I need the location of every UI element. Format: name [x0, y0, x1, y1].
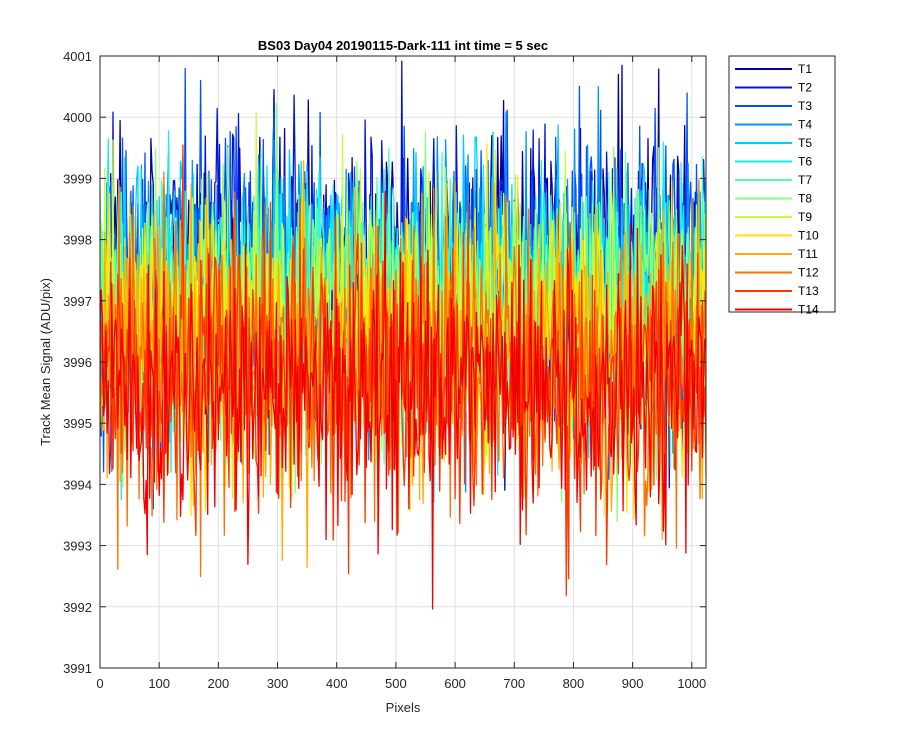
legend-label-t8: T8 — [798, 192, 812, 206]
y-tick-label: 3996 — [63, 355, 92, 370]
x-ticks: 0 100 200 300 400 500 600 700 800 900 1000 — [96, 56, 706, 691]
chart-title: BS03 Day04 20190115-Dark-111 int time = … — [258, 38, 548, 53]
legend-label-t14: T14 — [798, 303, 819, 317]
legend-label-t3: T3 — [798, 99, 812, 113]
legend-label-t1: T1 — [798, 62, 812, 76]
legend-label-t2: T2 — [798, 81, 812, 95]
y-tick-label: 4000 — [63, 110, 92, 125]
y-tick-label: 3998 — [63, 233, 92, 248]
x-tick-label: 500 — [385, 676, 407, 691]
series-line-t14 — [100, 190, 706, 610]
legend-label-t13: T13 — [798, 284, 819, 298]
x-tick-label: 400 — [326, 676, 348, 691]
legend-box — [728, 55, 836, 313]
series-lines — [100, 60, 706, 610]
axes: 0 100 200 300 400 500 600 700 800 900 1000 3991399… — [38, 38, 707, 715]
x-tick-label: 800 — [563, 676, 585, 691]
y-tick-label: 3993 — [63, 539, 92, 554]
x-axis-label: Pixels — [386, 700, 421, 715]
x-tick-label: 100 — [148, 676, 170, 691]
x-tick-label: 600 — [444, 676, 466, 691]
legend-label-t12: T12 — [798, 266, 819, 280]
y-tick-label: 4001 — [63, 49, 92, 64]
y-tick-label: 3995 — [63, 416, 92, 431]
y-ticks: 3991 3992 3993 3994 3995 3996 3997 3998 3999 4000… — [63, 49, 706, 676]
legend-label-t11: T11 — [798, 247, 818, 261]
y-tick-label: 3994 — [63, 477, 92, 492]
x-tick-label: 300 — [267, 676, 289, 691]
x-tick-label: 900 — [622, 676, 644, 691]
legend-items: T1 T2 T3 T4 T5 T6 T7 T8 T9 T10 T11 T12 T13 T14 — [735, 62, 819, 317]
y-tick-label: 3991 — [63, 661, 92, 676]
x-tick-label: 200 — [208, 676, 230, 691]
series-line-t13 — [100, 144, 706, 597]
x-tick-label: 700 — [503, 676, 525, 691]
legend-label-t7: T7 — [798, 173, 812, 187]
legend-label-t10: T10 — [798, 229, 819, 243]
legend-label-t5: T5 — [798, 136, 812, 150]
y-tick-label: 3999 — [63, 171, 92, 186]
legend-label-t4: T4 — [798, 118, 812, 132]
legend-label-t6: T6 — [798, 155, 812, 169]
y-tick-label: 3997 — [63, 294, 92, 309]
y-tick-label: 3992 — [63, 600, 92, 615]
legend: T1 T2 T3 T4 T5 T6 T7 T8 T9 T10 T11 T12 T13 T14 — [728, 55, 836, 317]
x-tick-label: 1000 — [677, 676, 706, 691]
legend-label-t9: T9 — [798, 210, 812, 224]
y-axis-label: Track Mean Signal (ADU/pix) — [38, 278, 53, 446]
x-tick-label: 0 — [96, 676, 103, 691]
